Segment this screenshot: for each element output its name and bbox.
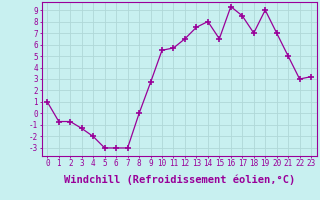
X-axis label: Windchill (Refroidissement éolien,°C): Windchill (Refroidissement éolien,°C)	[64, 174, 295, 185]
